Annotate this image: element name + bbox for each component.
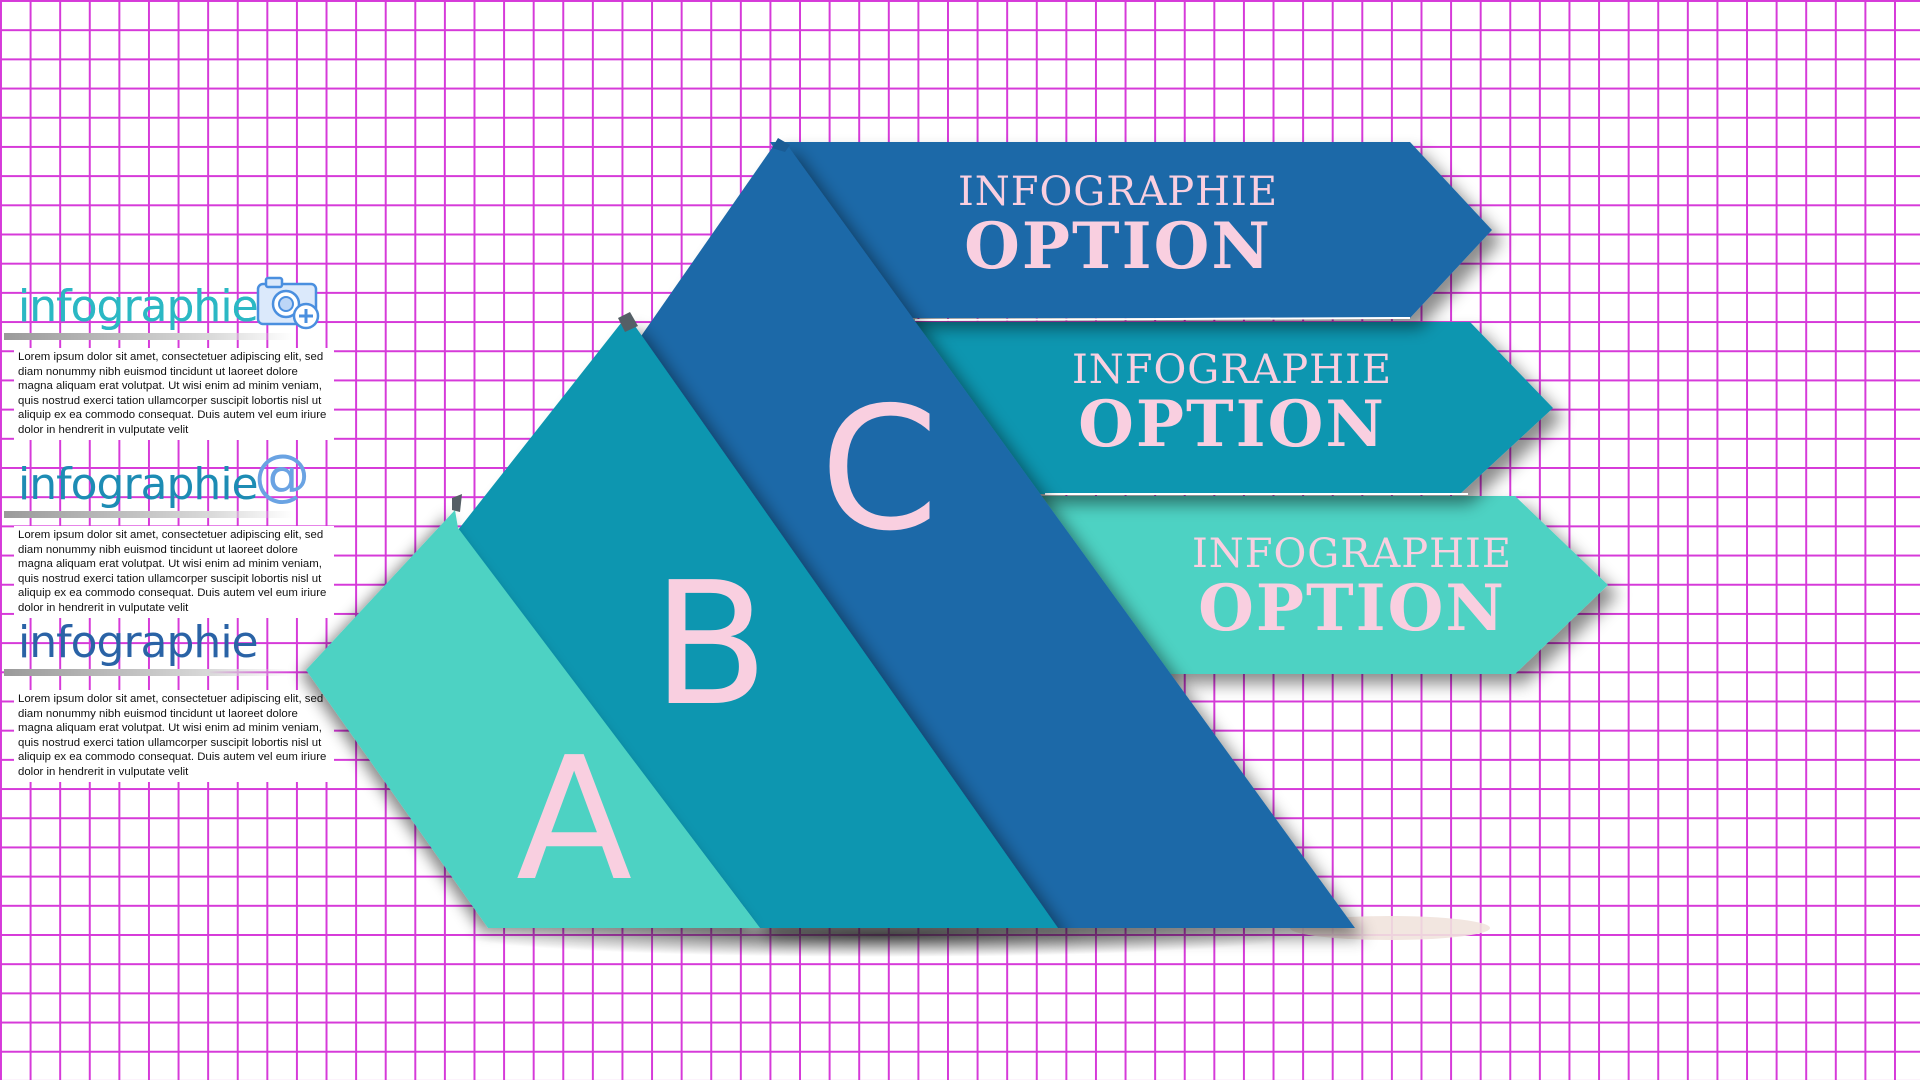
section-title: infographie [18,281,259,332]
letter-b: B [652,546,769,744]
option-arrow-1 [770,142,1492,318]
option-line2: OPTION [964,209,1272,284]
section-body: Lorem ipsum dolor sit amet, consectetuer… [14,526,334,618]
separator-line [914,317,1411,321]
option-label-3: INFOGRAPHIE OPTION [1142,532,1562,642]
option-arrow-2 [890,322,1553,494]
sidebar-section-3: infographie Lorem ipsum dolor sit amet, … [4,617,334,782]
title-underline [4,333,294,340]
band-c [630,142,1355,928]
camera-icon [256,274,322,336]
option-label-2: INFOGRAPHIE OPTION [1022,348,1442,458]
sidebar-section-2: infographie Lorem ipsum dolor sit amet, … [4,459,334,618]
section-title: infographie [18,617,259,668]
title-underline [4,511,294,518]
band-a-fold [452,494,462,512]
section-body: Lorem ipsum dolor sit amet, consectetuer… [14,348,334,440]
title-underline [4,669,294,676]
option-line2: OPTION [1078,387,1386,462]
at-sign-icon: @ [254,443,310,508]
option-line1: INFOGRAPHIE [1191,531,1513,577]
option-arrow-3 [1020,496,1608,674]
letter-a: A [516,721,633,919]
band-c-fold [772,138,790,152]
letter-c: C [820,371,939,569]
option-line2: OPTION [1198,571,1506,646]
sidebar-section-1: infographie Lorem ipsum dolor sit amet, … [4,281,334,440]
section-title: infographie [18,459,259,510]
band-b-fold [618,312,638,332]
option-line1: INFOGRAPHIE [1071,347,1393,393]
band-b [458,318,1058,928]
band-a [306,510,760,928]
section-body: Lorem ipsum dolor sit amet, consectetuer… [14,690,334,782]
option-label-1: INFOGRAPHIE OPTION [908,170,1328,280]
option-line1: INFOGRAPHIE [957,169,1279,215]
